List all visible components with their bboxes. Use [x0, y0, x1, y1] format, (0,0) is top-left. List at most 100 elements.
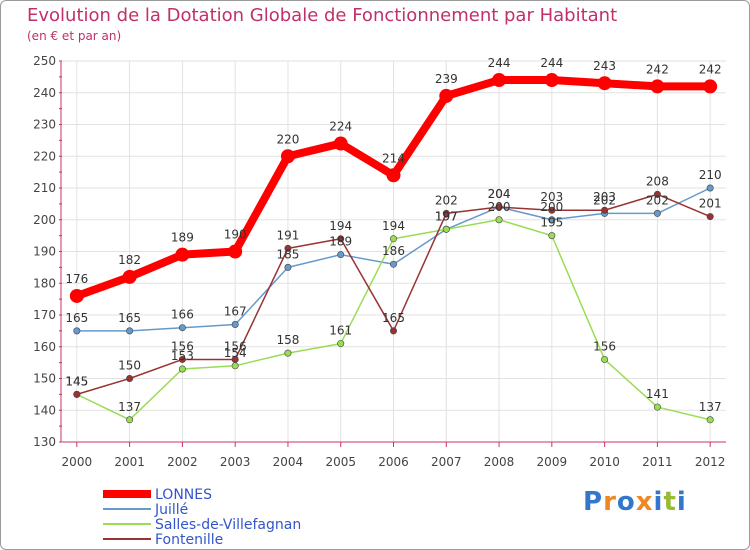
data-label: 244	[488, 56, 511, 70]
data-point	[548, 206, 556, 214]
data-point	[231, 321, 239, 329]
data-point	[284, 244, 292, 252]
data-point	[706, 213, 714, 221]
data-label: 153	[171, 349, 194, 363]
data-point	[337, 251, 345, 259]
data-label: 203	[593, 190, 616, 204]
series-layer	[69, 73, 718, 424]
y-tick-label: 130	[33, 435, 56, 449]
x-tick-label: 2003	[220, 455, 251, 469]
y-tick-label: 240	[33, 86, 56, 100]
data-point	[178, 365, 186, 373]
data-point	[492, 73, 507, 88]
chart-title: Evolution de la Dotation Globale de Fonc…	[27, 5, 618, 26]
data-label: 243	[593, 59, 616, 73]
legend-label: LONNES	[155, 487, 212, 503]
data-point	[601, 206, 609, 214]
data-label: 239	[435, 72, 458, 86]
data-label: 150	[118, 359, 141, 373]
data-label: 210	[699, 168, 722, 182]
logo-letter: i	[676, 487, 687, 517]
x-tick-label: 2007	[431, 455, 462, 469]
data-label: 161	[329, 324, 352, 338]
data-label: 202	[646, 193, 669, 207]
x-tick-label: 2006	[378, 455, 409, 469]
data-point	[231, 355, 239, 363]
logo-letter: x	[635, 487, 654, 517]
x-tick-label: 2002	[167, 455, 198, 469]
data-point	[386, 168, 401, 183]
data-label: 156	[224, 339, 247, 353]
data-label: 167	[224, 305, 247, 319]
data-label: 176	[65, 272, 88, 286]
data-label: 137	[118, 400, 141, 414]
logo-letter: o	[616, 487, 636, 517]
data-point	[337, 340, 345, 348]
data-label: 189	[171, 231, 194, 245]
x-tick-label: 2001	[114, 455, 145, 469]
data-point	[126, 374, 134, 382]
data-point	[597, 76, 612, 91]
data-label: 194	[382, 219, 405, 233]
data-point	[280, 149, 295, 164]
proxiti-logo: Proxiti	[583, 487, 687, 517]
data-label: 141	[646, 387, 669, 401]
y-tick-label: 210	[33, 181, 56, 195]
data-label: 203	[540, 190, 563, 204]
data-point	[439, 88, 454, 103]
data-point	[653, 209, 661, 217]
data-label: 156	[593, 339, 616, 353]
data-point	[544, 73, 559, 88]
data-label: 224	[329, 120, 352, 134]
logo-letter: i	[653, 487, 664, 517]
data-point	[650, 79, 665, 94]
data-label: 185	[276, 247, 299, 261]
data-label: 156	[171, 339, 194, 353]
data-label: 242	[699, 62, 722, 76]
data-point	[703, 79, 718, 94]
data-point	[228, 244, 243, 259]
data-label: 145	[65, 374, 88, 388]
data-label: 165	[382, 311, 405, 325]
data-label: 202	[593, 193, 616, 207]
data-point	[126, 416, 134, 424]
data-label: 194	[329, 219, 352, 233]
data-point	[653, 190, 661, 198]
data-point	[175, 247, 190, 262]
data-label: 208	[646, 174, 669, 188]
x-tick-label: 2008	[484, 455, 515, 469]
axis-layer: 130 140 150 160 170 180 190 200 210 220 230 240 250 2…	[33, 54, 726, 469]
y-tick-label: 180	[33, 276, 56, 290]
data-label: 191	[276, 228, 299, 242]
y-tick-label: 140	[33, 403, 56, 417]
logo-letter: r	[603, 487, 617, 517]
x-tick-label: 2012	[695, 455, 726, 469]
y-tick-label: 220	[33, 149, 56, 163]
x-tick-label: 2009	[537, 455, 568, 469]
data-point	[178, 324, 186, 332]
data-label-layer: 176 182 189 190 220 224 214 239 244 244 243 242 242 1…	[65, 56, 721, 414]
data-point	[69, 288, 84, 303]
data-label: 165	[118, 311, 141, 325]
data-label: 190	[224, 228, 247, 242]
data-label: 204	[488, 187, 511, 201]
x-tick-label: 2005	[325, 455, 356, 469]
y-tick-label: 150	[33, 372, 56, 386]
data-point	[442, 209, 450, 217]
data-point	[126, 327, 134, 335]
data-label: 154	[224, 346, 247, 360]
data-point	[389, 235, 397, 243]
data-label: 214	[382, 151, 405, 165]
x-tick-label: 2011	[642, 455, 673, 469]
data-point	[442, 225, 450, 233]
data-point	[706, 416, 714, 424]
data-point	[389, 260, 397, 268]
data-point	[495, 216, 503, 224]
data-point	[548, 232, 556, 240]
data-point	[122, 269, 137, 284]
data-point	[389, 327, 397, 335]
data-point	[706, 184, 714, 192]
data-label: 242	[646, 62, 669, 76]
